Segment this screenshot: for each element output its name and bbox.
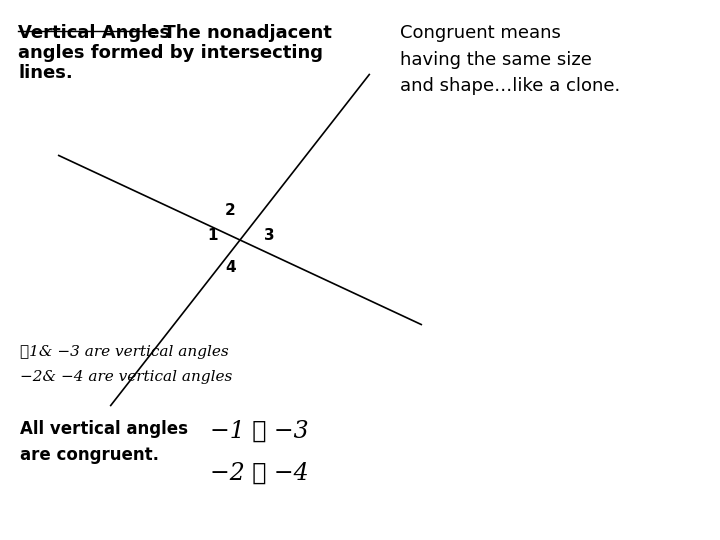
Text: 3: 3 (264, 228, 274, 244)
Text: 2: 2 (225, 203, 236, 218)
Text: Congruent means
having the same size
and shape…like a clone.: Congruent means having the same size and… (400, 24, 620, 95)
Text: 4: 4 (225, 260, 236, 275)
Text: lines.: lines. (18, 64, 73, 82)
Text: : The nonadjacent: : The nonadjacent (150, 24, 332, 42)
Text: −2 ≅ −4: −2 ≅ −4 (210, 462, 309, 485)
Text: −1 ≅ −3: −1 ≅ −3 (210, 420, 309, 443)
Text: angles formed by intersecting: angles formed by intersecting (18, 44, 323, 62)
Text: ∡1& −3 are vertical angles: ∡1& −3 are vertical angles (20, 345, 229, 359)
Text: Vertical Angles: Vertical Angles (18, 24, 170, 42)
Text: −2& −4 are vertical angles: −2& −4 are vertical angles (20, 370, 233, 384)
Text: 1: 1 (207, 228, 218, 244)
Text: All vertical angles
are congruent.: All vertical angles are congruent. (20, 420, 188, 464)
